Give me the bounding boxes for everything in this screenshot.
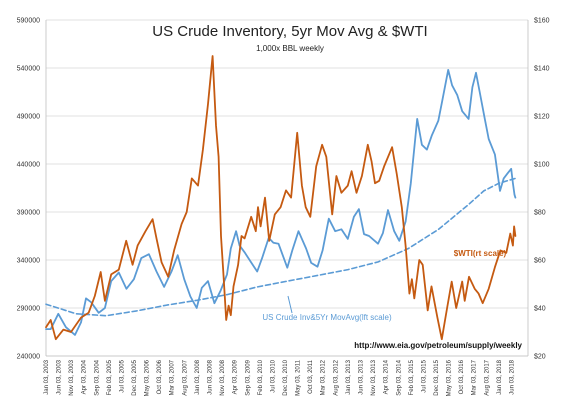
x-tick-label-36: Jan 03, 2018 bbox=[497, 359, 503, 394]
left-tick-label-4: 440000 bbox=[17, 162, 40, 169]
source-url: http://www.eia.gov/petroleum/supply/week… bbox=[354, 341, 522, 350]
gridlines bbox=[46, 19, 528, 357]
left-tick-label-3: 390000 bbox=[17, 210, 40, 217]
x-axis-ticks: Jan 03, 2003 Jun 03, 2003 Nov 03, 2003 Apr … bbox=[44, 359, 515, 396]
x-tick-label-3: Apr 03, 2004 bbox=[82, 359, 88, 394]
right-tick-label-7: $160 bbox=[534, 18, 550, 25]
x-tick-label-26: Nov 03, 2013 bbox=[371, 359, 377, 395]
x-tick-label-33: Oct 03, 2016 bbox=[459, 359, 465, 394]
x-tick-label-8: May 03, 2006 bbox=[145, 359, 151, 396]
x-tick-label-0: Jan 03, 2003 bbox=[44, 359, 50, 394]
left-tick-label-0: 240000 bbox=[17, 354, 40, 361]
inventory-label-leader bbox=[287, 295, 293, 314]
x-tick-label-2: Nov 03, 2003 bbox=[69, 359, 75, 395]
left-tick-label-1: 290000 bbox=[17, 306, 40, 313]
x-tick-label-25: Jun 03, 2013 bbox=[359, 359, 365, 394]
x-tick-label-24: Jan 03, 2013 bbox=[346, 359, 352, 394]
x-tick-label-35: Aug 03, 2017 bbox=[484, 359, 490, 395]
right-tick-label-0: $20 bbox=[534, 354, 546, 361]
axis-lines bbox=[45, 20, 529, 357]
x-tick-label-18: Jul 03, 2010 bbox=[270, 359, 276, 392]
x-tick-label-31: Dec 03, 2015 bbox=[434, 359, 440, 395]
x-tick-label-28: Sep 03, 2014 bbox=[396, 359, 402, 395]
x-tick-label-17: Feb 03, 2010 bbox=[258, 359, 264, 395]
x-tick-label-20: May 03, 2011 bbox=[296, 359, 302, 396]
x-tick-label-10: Mar 03, 2007 bbox=[170, 359, 176, 395]
x-tick-label-11: Aug 03, 2007 bbox=[182, 359, 188, 395]
x-tick-label-15: Apr 03, 2009 bbox=[233, 359, 239, 394]
series-line-2 bbox=[45, 177, 517, 317]
x-tick-label-16: Sep 03, 2009 bbox=[245, 359, 251, 395]
x-tick-label-23: Aug 03, 2012 bbox=[333, 359, 339, 395]
left-tick-label-2: 340000 bbox=[17, 258, 40, 265]
x-tick-label-9: Oct 03, 2006 bbox=[157, 359, 163, 394]
x-tick-label-6: Jul 03, 2005 bbox=[119, 359, 125, 392]
x-tick-label-12: Jan 03, 2008 bbox=[195, 359, 201, 394]
wti-series-label: $WTI(rt scale) bbox=[454, 249, 507, 258]
x-tick-label-19: Dec 03, 2010 bbox=[283, 359, 289, 395]
inventory-series-label: US Crude Inv&5Yr MovAvg(lft scale) bbox=[262, 313, 392, 322]
x-tick-label-29: Feb 03, 2015 bbox=[409, 359, 415, 395]
left-axis-ticks: 240000 290000 340000 390000 440000 490000 5400… bbox=[17, 18, 40, 361]
x-tick-label-7: Dec 03, 2005 bbox=[132, 359, 138, 395]
right-axis-ticks: $20 $40 $60 $80 $100 $120 $140 $160 bbox=[534, 18, 550, 361]
x-tick-label-30: Jul 03, 2015 bbox=[421, 359, 427, 392]
series-line-1 bbox=[45, 69, 517, 336]
chart-subtitle: 1,000x BBL weekly bbox=[256, 44, 324, 53]
x-tick-label-27: Apr 03, 2014 bbox=[384, 359, 390, 394]
right-tick-label-4: $100 bbox=[534, 162, 550, 169]
x-tick-label-4: Sep 03, 2004 bbox=[94, 359, 100, 395]
x-tick-label-1: Jun 03, 2003 bbox=[56, 359, 62, 394]
left-tick-label-6: 540000 bbox=[17, 66, 40, 73]
series-layer bbox=[45, 55, 517, 341]
right-tick-label-6: $140 bbox=[534, 66, 550, 73]
x-tick-label-13: Jun 03, 2008 bbox=[208, 359, 214, 394]
x-tick-label-22: Mar 03, 2012 bbox=[321, 359, 327, 395]
right-tick-label-3: $80 bbox=[534, 210, 546, 217]
x-tick-label-32: May 03, 2016 bbox=[447, 359, 453, 396]
chart-title: US Crude Inventory, 5yr Mov Avg & $WTI bbox=[152, 23, 427, 40]
x-tick-label-14: Nov 03, 2008 bbox=[220, 359, 226, 395]
left-tick-label-5: 490000 bbox=[17, 114, 40, 121]
left-tick-label-7: 590000 bbox=[17, 18, 40, 25]
right-tick-label-2: $60 bbox=[534, 258, 546, 265]
right-tick-label-1: $40 bbox=[534, 306, 546, 313]
right-tick-label-5: $120 bbox=[534, 114, 550, 121]
x-tick-label-37: Jun 03, 2018 bbox=[509, 359, 515, 394]
x-tick-label-21: Oct 03, 2011 bbox=[308, 359, 314, 394]
series-line-0 bbox=[45, 55, 517, 341]
x-tick-label-34: Mar 03, 2017 bbox=[472, 359, 478, 395]
x-tick-label-5: Feb 03, 2005 bbox=[107, 359, 113, 395]
